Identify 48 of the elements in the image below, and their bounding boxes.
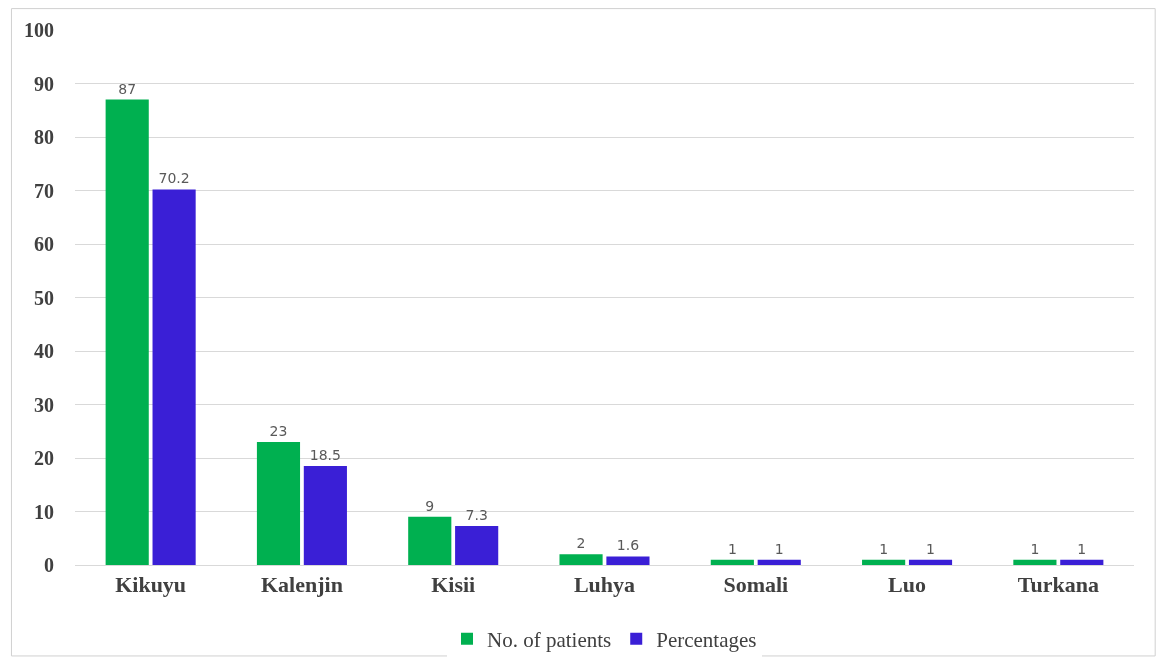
y-tick-label: 40: [34, 340, 54, 362]
y-tick-label: 50: [34, 286, 54, 309]
bar: [559, 554, 603, 565]
bar: [455, 525, 499, 565]
y-tick-label: 80: [34, 126, 54, 148]
y-tick-label: 90: [34, 72, 54, 95]
legend-label: Percentages: [656, 627, 757, 652]
data-label: 1: [926, 540, 935, 557]
bar: [862, 559, 906, 565]
data-label: 1: [727, 540, 737, 557]
data-label: 2: [576, 535, 586, 552]
legend-label: No. of patients: [487, 627, 612, 652]
bar: [105, 99, 149, 565]
x-tick-label: Luo: [888, 572, 927, 598]
y-tick-label: 100: [24, 19, 54, 41]
data-label: 1: [774, 540, 784, 557]
y-tick-label: 20: [34, 447, 54, 469]
bar: [1013, 559, 1057, 565]
data-label: 9: [425, 497, 435, 514]
bar: [408, 516, 452, 565]
y-tick-label: 60: [34, 233, 54, 255]
y-tick-label: 70: [34, 179, 54, 202]
data-label: 87: [118, 80, 137, 97]
y-tick-label: 10: [34, 500, 54, 523]
x-tick-label: Kalenjin: [260, 572, 343, 598]
data-label: 7.3: [465, 506, 488, 523]
bar: [303, 466, 347, 565]
bar: [256, 441, 301, 565]
data-label: 1.6: [616, 537, 640, 554]
bar: [152, 189, 196, 565]
x-tick-label: Kisii: [431, 572, 476, 598]
bar: [1060, 559, 1104, 565]
x-tick-label: Turkana: [1017, 572, 1099, 598]
x-tick-label: Luhya: [573, 572, 636, 598]
x-tick-label: Somali: [723, 572, 789, 598]
y-tick-label: 0: [44, 554, 54, 576]
data-label: 1: [1077, 540, 1087, 557]
bar: [606, 556, 650, 565]
bar: [908, 559, 953, 565]
x-tick-label: Kikuyu: [115, 572, 187, 598]
data-label: 18.5: [309, 447, 341, 464]
bar: [757, 559, 801, 565]
data-label: 1: [1030, 540, 1040, 557]
y-tick-label: 30: [34, 393, 54, 416]
bar: [710, 559, 754, 565]
data-label: 1: [879, 540, 889, 557]
data-label: 70.2: [158, 170, 190, 187]
data-label: 23: [269, 422, 288, 439]
